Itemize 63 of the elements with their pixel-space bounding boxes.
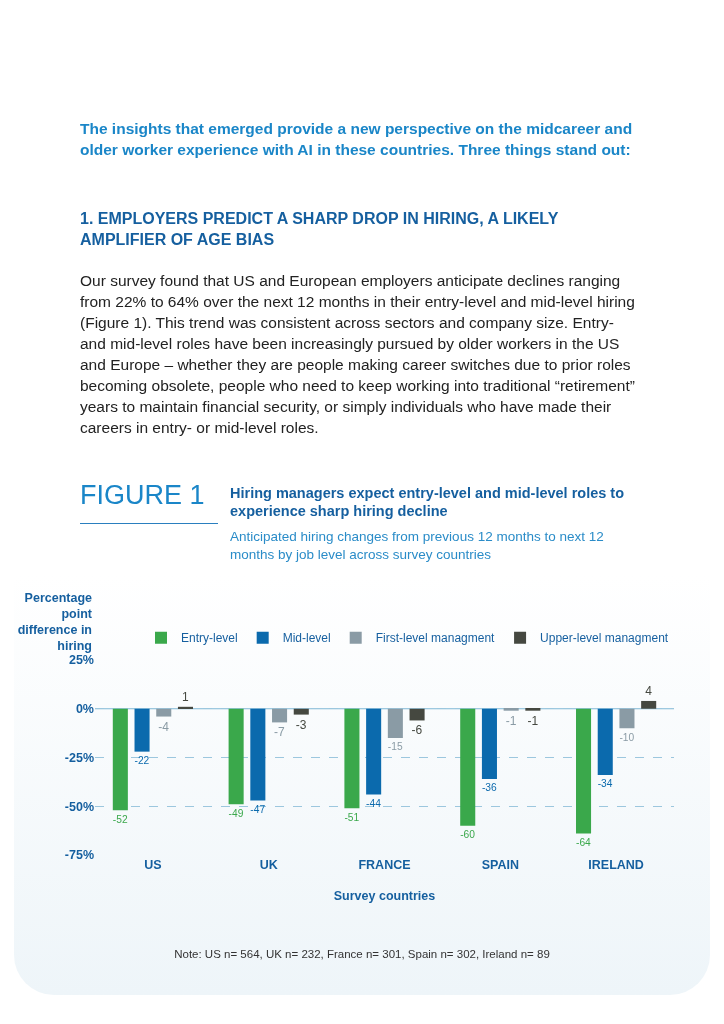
- data-label: -22: [134, 755, 150, 767]
- data-label: -52: [112, 813, 128, 825]
- bar: [641, 700, 657, 709]
- legend-label: First-level managment: [375, 631, 496, 646]
- text: 1. EMPLOYERS PREDICT A SHARP DROP IN HIRING, A LIKELY AMPLIFIER OF AGE BIAS: [80, 209, 559, 250]
- data-label: 1: [181, 689, 189, 704]
- data-label: -51: [344, 811, 360, 823]
- x-tick-label: SPAIN: [481, 857, 519, 872]
- bar: [250, 708, 266, 801]
- y-tick-label: -50%: [64, 799, 94, 814]
- data-label: -64: [576, 836, 592, 848]
- legend-label: Upper-level managment: [540, 631, 669, 646]
- chart-subtitle: Anticipated hiring changes from previous 12 months to next 12 months by job level across survey countries: [230, 528, 605, 564]
- text: Our survey found that US and European employers anticipate declines ranging from 22% to 64% over the next 12 months in their entry-level and mid-level hiring (Figure 1). This trend was consistent across sectors and company size. Entry- and mid-level roles have been increasingly pursued by older workers in the US and Europe – whether they are people making career switches due to prior roles becoming obsolete, people who need to keep working into traditional “retirement” years to maintain financial security, or simply individuals who have made their careers in entry- or mid-level roles.: [80, 271, 636, 438]
- legend-label: Entry-level: [181, 631, 238, 646]
- y-tick-label: -75%: [64, 848, 94, 863]
- bar: [576, 708, 592, 834]
- data-label: -1: [505, 713, 517, 728]
- bar: [525, 708, 541, 711]
- data-label: -34: [597, 778, 613, 790]
- bar: [366, 708, 382, 795]
- text: Note: US n= 564, UK n= 232, France n= 301, Spain n= 302, Ireland n= 89: [173, 948, 551, 960]
- bar: [503, 708, 519, 711]
- data-label: -1: [527, 713, 539, 728]
- caption: FIGURE 1: [80, 480, 218, 524]
- bar: [460, 708, 476, 826]
- data-label: -49: [228, 807, 244, 819]
- y-axis-title: Percentage point difference in hiring: [16, 590, 92, 654]
- x-tick-label: FRANCE: [358, 857, 411, 872]
- y-tick-label: 25%: [68, 653, 94, 668]
- bar: [619, 708, 635, 729]
- bar: [293, 708, 309, 715]
- data-label: -7: [274, 725, 286, 740]
- bar: [409, 708, 425, 721]
- data-label: -36: [481, 782, 497, 794]
- y-tick-label: -25%: [64, 750, 94, 765]
- bar: [112, 708, 128, 811]
- bar: [177, 706, 193, 709]
- data-label: -4: [158, 719, 170, 734]
- bar: [481, 708, 497, 779]
- legend-label: Mid-level: [282, 631, 331, 646]
- x-tick-label: UK: [259, 857, 278, 872]
- data-label: -3: [295, 717, 307, 732]
- data-label: -44: [366, 797, 382, 809]
- x-tick-label: IRELAND: [588, 857, 644, 872]
- chart-title: Hiring managers expect entry-level and mid-level roles to experience sharp hiring decline: [230, 484, 626, 520]
- bar: [228, 708, 244, 805]
- bar: [387, 708, 403, 738]
- data-label: -6: [411, 723, 423, 738]
- data-label: 4: [645, 683, 653, 698]
- data-label: -10: [619, 731, 635, 743]
- data-label: -47: [250, 803, 266, 815]
- x-tick-label: US: [144, 857, 162, 872]
- y-tick-label: 0%: [75, 702, 94, 717]
- data-label: -60: [460, 829, 476, 841]
- bar: [156, 708, 172, 717]
- bar: [272, 708, 288, 723]
- bar: [597, 708, 613, 776]
- data-label: -15: [387, 741, 403, 753]
- bar: [344, 708, 360, 809]
- bar: [134, 708, 150, 752]
- text: The insights that emerged provide a new perspective on the midcareer and older worker experience with AI in these countries. Three things stand out:: [80, 119, 634, 160]
- x-axis-title: Survey countries: [333, 888, 436, 903]
